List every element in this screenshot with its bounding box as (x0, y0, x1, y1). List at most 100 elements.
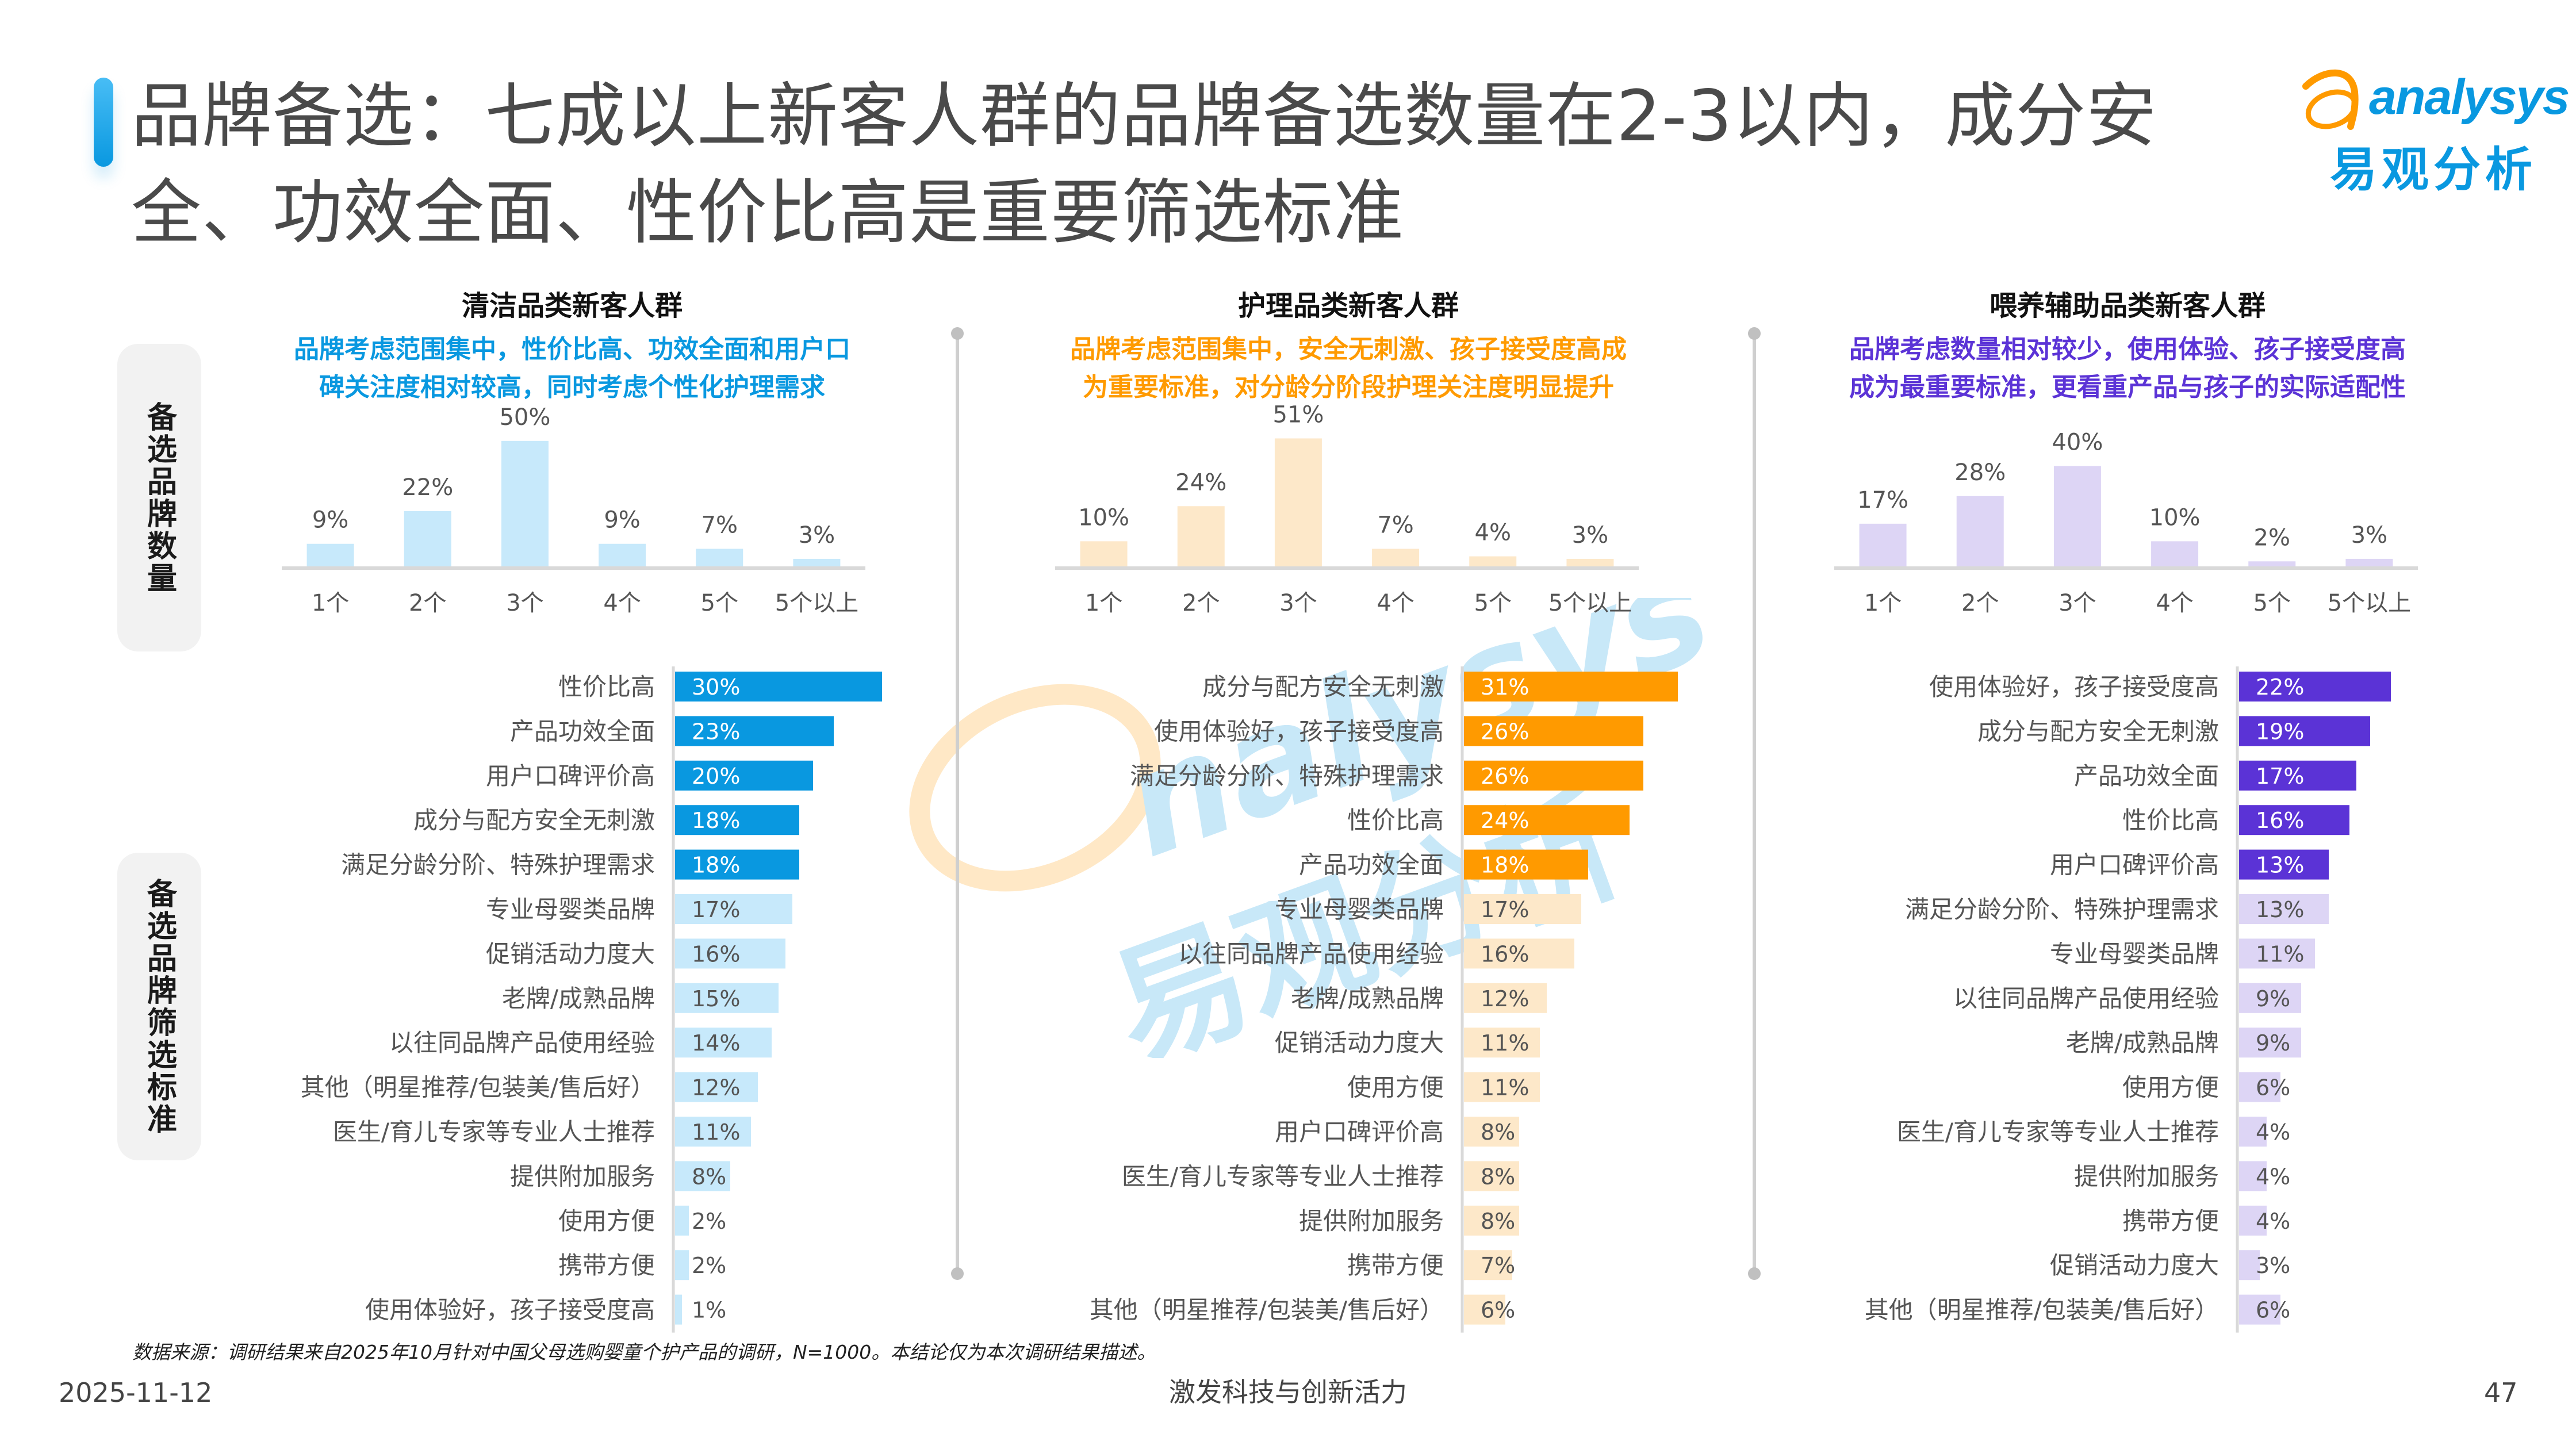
feed-criteria-bar (2239, 760, 2356, 791)
clean-criteria-value-label: 18% (692, 853, 740, 878)
feed-count-bar (1859, 523, 1907, 566)
care-criteria-category-label: 医生/育儿专家等专业人士推荐 (1122, 1162, 1444, 1190)
feed-count-tick-label: 5个 (2253, 590, 2291, 616)
clean-criteria-category-label: 医生/育儿专家等专业人士推荐 (333, 1118, 655, 1146)
feed-criteria-value-label: 13% (2256, 853, 2304, 878)
column-divider-2 (1748, 327, 1761, 1280)
feed-count-bar (2248, 561, 2296, 566)
care-criteria-category-label: 携带方便 (1347, 1251, 1444, 1279)
clean-criteria-category-label: 以往同品牌产品使用经验 (389, 1029, 655, 1057)
clean-criteria-value-label: 14% (692, 1030, 740, 1056)
clean-criteria-value-label: 16% (692, 941, 740, 967)
care-count-value-label: 3% (1572, 522, 1608, 549)
feed-criteria-category-label: 产品功效全面 (2074, 762, 2219, 790)
page-number: 47 (2484, 1377, 2518, 1408)
clean-criteria-category-label: 使用方便 (558, 1207, 655, 1235)
clean-criteria-category-label: 促销活动力度大 (486, 940, 655, 968)
clean-count-value-label: 9% (312, 507, 348, 534)
feed-criteria-category-label: 老牌/成熟品牌 (2066, 1029, 2219, 1057)
clean-criteria-value-label: 2% (692, 1209, 726, 1234)
feed-criteria-bar (2239, 1028, 2301, 1058)
care-criteria-bar (1464, 672, 1678, 702)
care-criteria-bar (1464, 1117, 1519, 1147)
clean-count-bar (306, 543, 354, 566)
clean-criteria-category-label: 性价比高 (558, 673, 655, 701)
feed-criteria-value-label: 9% (2256, 1030, 2290, 1056)
column-divider-1 (951, 327, 964, 1280)
feed-count-value-label: 2% (2254, 524, 2290, 551)
care-count-value-label: 10% (1078, 504, 1129, 531)
care-criteria-value-label: 17% (1481, 897, 1529, 922)
feed-criteria-category-label: 成分与配方安全无刺激 (1977, 717, 2219, 745)
feed-count-tick-label: 2个 (1961, 590, 1999, 616)
care-criteria-bar (1464, 1072, 1540, 1102)
feed-criteria-value-label: 6% (2256, 1075, 2290, 1101)
feed-criteria-category-label: 携带方便 (2122, 1207, 2219, 1235)
feed-count-bar (2151, 541, 2199, 566)
feed-criteria-category-label: 其他（明星推荐/包装美/售后好） (1865, 1296, 2219, 1324)
clean-criteria-bar (675, 1250, 689, 1281)
clean-criteria-bar (675, 805, 799, 835)
feed-criteria-value-label: 9% (2256, 986, 2290, 1011)
clean-count-bar (793, 558, 841, 566)
clean-criteria-bar (675, 1294, 682, 1325)
care-criteria-bar (1464, 849, 1588, 880)
clean-criteria-category-label: 满足分龄分阶、特殊护理需求 (341, 851, 655, 879)
feed-criteria-value-label: 19% (2256, 719, 2304, 744)
care-criteria-value-label: 8% (1481, 1120, 1515, 1145)
feed-criteria-category-label: 用户口碑评价高 (2050, 851, 2219, 879)
divider-dot-top (1748, 327, 1761, 340)
care-count-value-label: 24% (1175, 469, 1226, 496)
clean-count-tick-label: 2个 (409, 590, 446, 616)
care-criteria-bar (1464, 938, 1574, 969)
divider-dot-bottom (951, 1267, 964, 1280)
side-label-criteria: 备选品牌筛选标准 (117, 853, 201, 1160)
feed-count-value-label: 3% (2351, 522, 2387, 549)
clean-criteria-bar (675, 1161, 730, 1191)
feed-count-value-label: 40% (2052, 429, 2103, 455)
care-criteria-value-label: 26% (1481, 719, 1529, 744)
feed-criteria-bar (2239, 983, 2301, 1013)
clean-count-tick-label: 1个 (312, 590, 349, 616)
clean-count-value-label: 50% (499, 404, 550, 431)
feed-criteria-bar (2239, 672, 2391, 702)
clean-criteria-category-label: 产品功效全面 (510, 717, 655, 745)
care-criteria-bar (1464, 805, 1630, 835)
feed-criteria-bar (2239, 1072, 2280, 1102)
care-count-value-label: 51% (1272, 401, 1324, 428)
feed-criteria-value-label: 11% (2256, 941, 2304, 967)
feed-criteria-bar (2239, 938, 2315, 969)
feed-criteria-bar (2239, 1117, 2267, 1147)
clean-count-bar (599, 543, 646, 566)
care-criteria-value-label: 7% (1481, 1253, 1515, 1278)
feed-criteria-value-label: 4% (2256, 1209, 2290, 1234)
care-criteria-category-label: 使用方便 (1347, 1074, 1444, 1102)
care-criteria-bar (1464, 1205, 1519, 1236)
care-chart-subtitle: 品牌考虑范围集中，安全无刺激、孩子接受度高成 为重要标准，对分龄分阶段护理关注度… (975, 331, 1722, 407)
care-criteria-value-label: 18% (1481, 853, 1529, 878)
clean-count-bar (501, 440, 549, 566)
care-criteria-bar (1464, 1250, 1512, 1281)
clean-count-tick-label: 5个以上 (775, 590, 858, 616)
feed-criteria-value-label: 16% (2256, 808, 2304, 833)
care-criteria-category-label: 用户口碑评价高 (1275, 1118, 1444, 1146)
clean-count-tick-label: 5个 (701, 590, 738, 616)
care-count-tick-label: 2个 (1182, 590, 1220, 616)
care-criteria-bar (1464, 983, 1547, 1013)
clean-subtitle-line-2: 碑关注度相对较高，同时考虑个性化护理需求 (319, 373, 825, 402)
feed-count-value-label: 28% (1954, 459, 2006, 486)
feed-criteria-bar (2239, 1205, 2267, 1236)
care-criteria-category-label: 满足分龄分阶、特殊护理需求 (1130, 762, 1444, 790)
care-subtitle-line-2: 为重要标准，对分龄分阶段护理关注度明显提升 (1083, 373, 1614, 402)
clean-criteria-bar (675, 672, 882, 702)
clean-chart-title: 清洁品类新客人群 (461, 290, 683, 322)
clean-criteria-category-label: 其他（明星推荐/包装美/售后好） (301, 1074, 655, 1102)
care-count-tick-label: 4个 (1377, 590, 1414, 616)
feed-criteria-bar (2239, 1294, 2280, 1325)
care-count-tick-label: 3个 (1279, 590, 1317, 616)
clean-criteria-value-label: 23% (692, 719, 740, 744)
care-criteria-value-label: 8% (1481, 1164, 1515, 1189)
clean-criteria-bar (675, 894, 792, 924)
logo-text-cn: 易观分析 (2330, 143, 2537, 197)
clean-criteria-value-label: 1% (692, 1298, 726, 1323)
